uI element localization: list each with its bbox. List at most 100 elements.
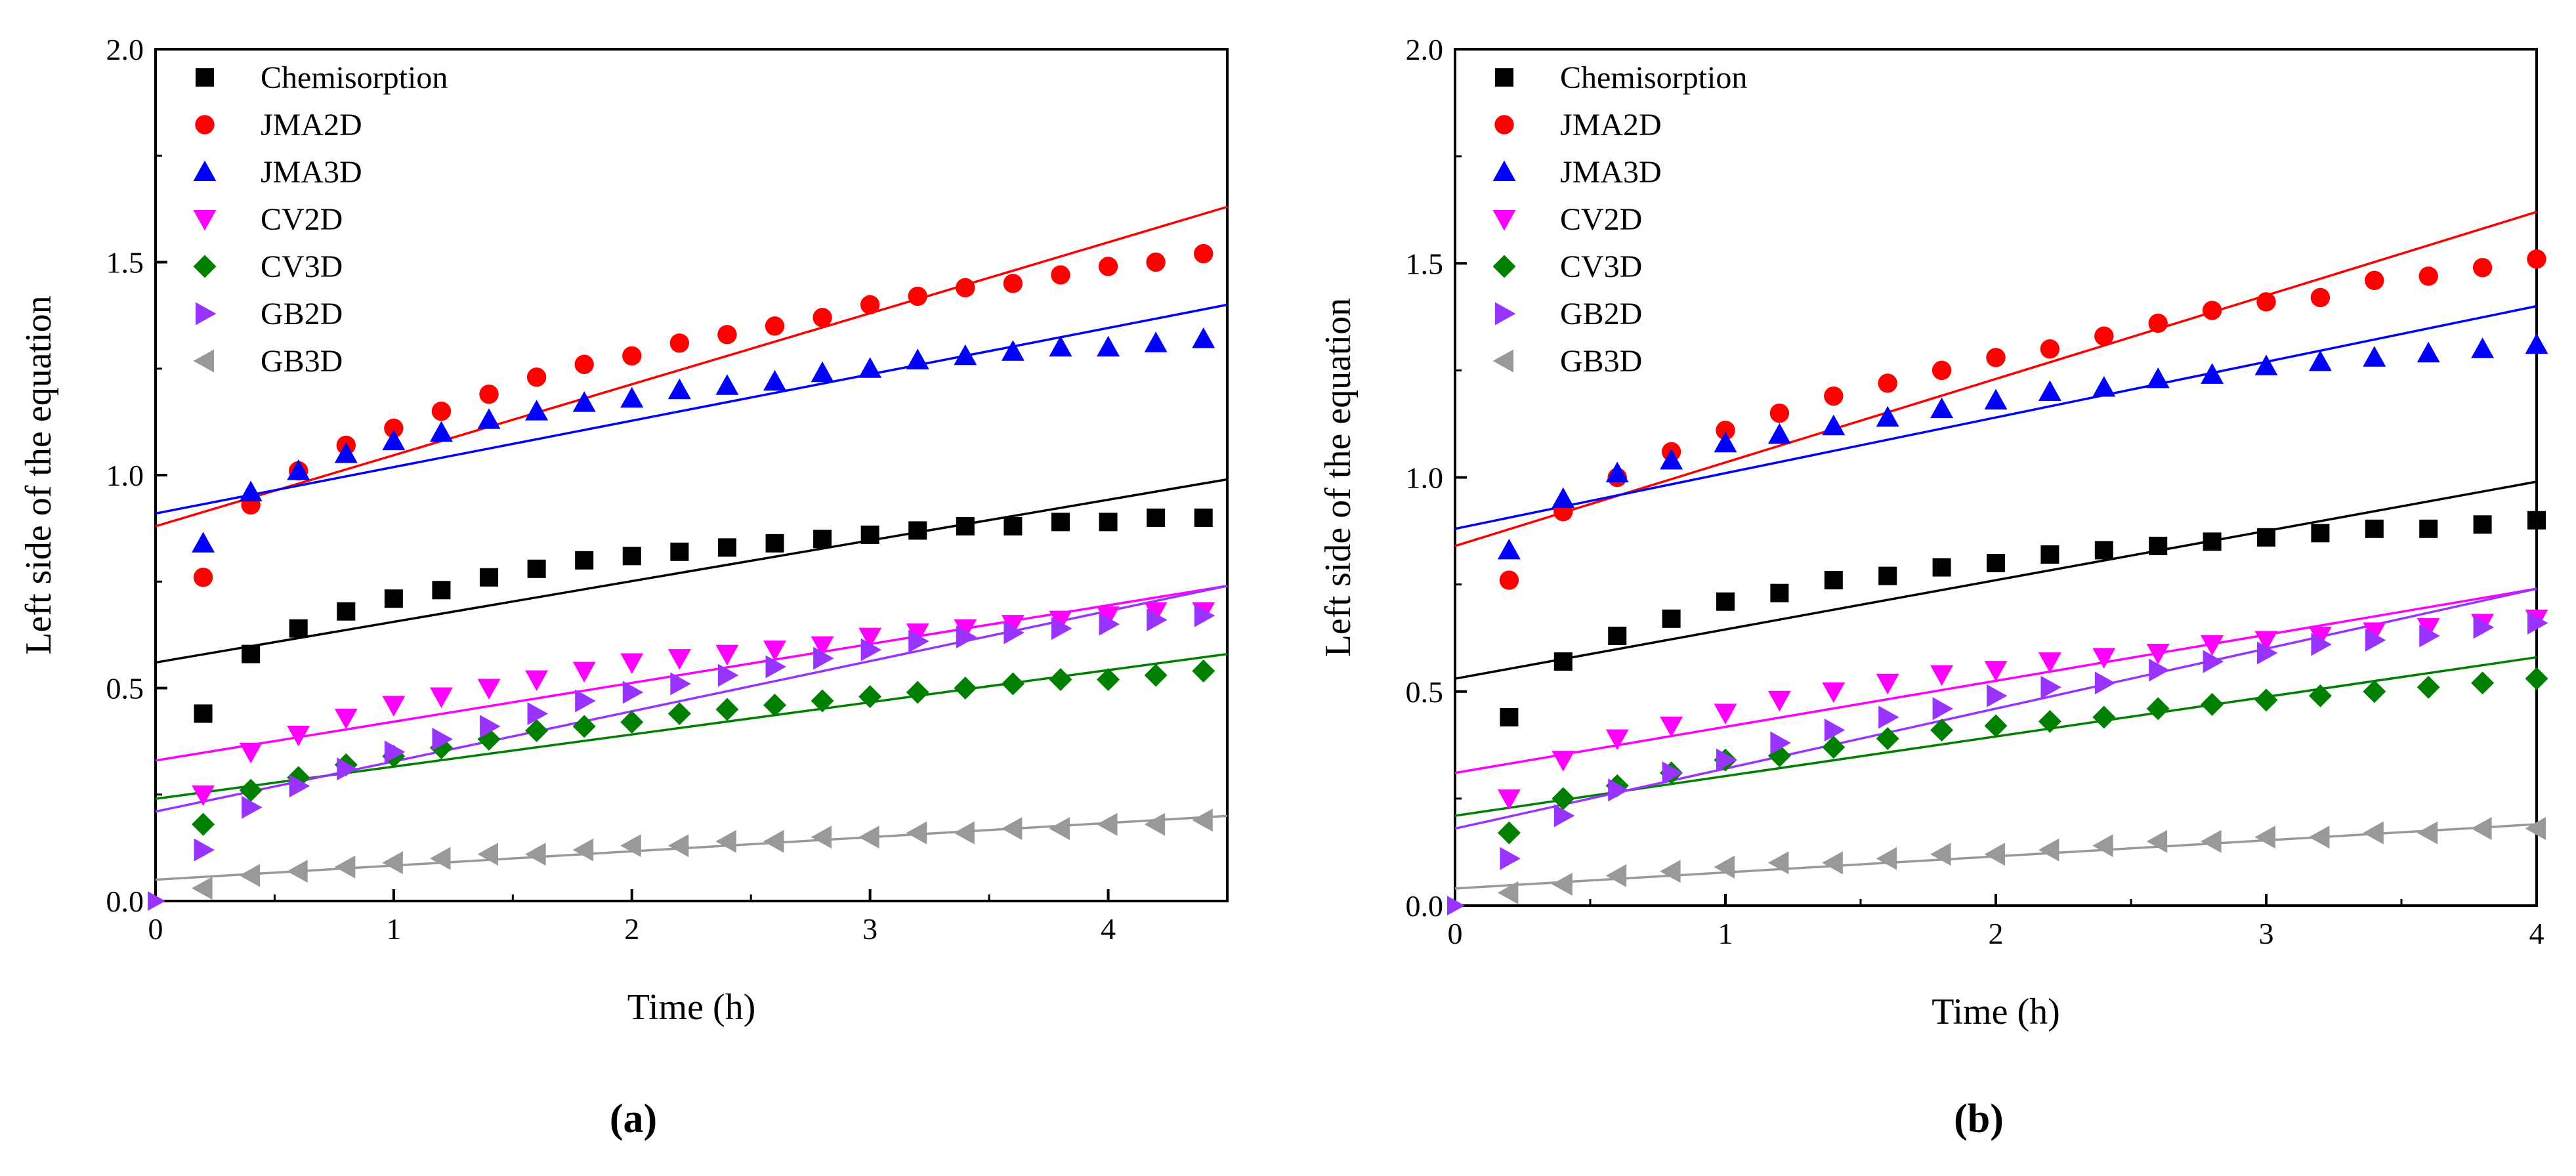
data-point-chemisorption [1824,571,1843,590]
legend-label-jma2d: JMA2D [261,108,362,142]
data-point-cv3d [2525,667,2548,690]
data-point-cv3d [2038,709,2061,733]
data-point-gb3d [620,834,641,858]
data-point-cv2d [2201,635,2224,656]
data-point-gb3d [2254,826,2275,849]
data-point-chemisorption [956,516,975,536]
data-point-jma3d [620,387,644,408]
data-point-chemisorption [622,547,641,566]
y-axis-title: Left side of the equation [1318,298,1359,657]
data-point-chemisorption [1608,626,1627,645]
data-point-jma3d [858,357,882,378]
data-point-gb3d [1876,847,1897,870]
data-point-cv2d [1144,602,1168,623]
data-point-cv3d [1930,718,1954,742]
legend-label-jma3d: JMA3D [1560,155,1662,190]
data-point-gb3d [572,838,594,862]
data-point-jma3d [1097,335,1120,357]
data-point-cv2d [525,670,549,692]
data-point-cv2d [1984,661,2008,682]
data-point-jma3d [2417,341,2440,363]
data-point-cv2d [2308,626,2332,648]
y-tick-label: 1.0 [1406,461,1444,495]
data-point-jma3d [1930,397,1954,419]
data-point-gb3d [1001,817,1023,841]
legend-label-cv2d: CV2D [1560,202,1642,237]
data-point-jma2d [1003,274,1023,293]
data-point-jma2d [574,354,594,374]
data-point-cv2d [334,708,358,730]
data-point-jma3d [667,378,691,400]
y-tick-label: 0.5 [106,672,144,705]
data-point-gb2d [1662,761,1683,785]
data-point-gb3d [1552,872,1573,896]
legend-marker-jma3d [1492,160,1516,181]
data-point-cv2d [858,627,882,649]
data-point-jma3d [2146,367,2170,388]
data-point-chemisorption [2040,545,2059,564]
y-tick-label: 0.5 [1406,675,1444,709]
data-point-jma2d [1716,421,1735,440]
data-point-jma3d [1767,423,1791,444]
data-point-cv2d [2092,648,2116,669]
data-point-jma2d [1194,243,1214,264]
data-point-jma2d [2094,326,2114,346]
data-point-cv2d [620,653,644,675]
legend-marker-gb2d [196,302,217,326]
data-point-gb3d [763,830,784,853]
data-point-jma2d [860,295,880,315]
data-point-gb2d [480,715,501,738]
data-point-chemisorption [575,551,594,570]
data-point-jma2d [813,308,832,327]
data-point-gb3d [954,821,975,845]
data-point-gb2d [1194,604,1215,627]
data-point-gb3d [2417,821,2438,845]
legend-label-gb3d: GB3D [261,344,343,379]
data-point-gb2d [1932,697,1954,721]
data-point-gb2d [2149,658,2170,682]
legend-marker-gb2d [1495,302,1516,326]
data-point-gb3d [2363,821,2384,845]
data-point-cv3d [1497,821,1521,845]
data-point-jma2d [1146,252,1166,272]
data-point-gb3d [2038,838,2059,862]
data-point-gb2d [242,795,263,819]
legend-marker-cv2d [1492,210,1516,231]
data-point-jma3d [715,374,739,395]
data-point-gb2d [1824,718,1846,742]
data-point-jma2d [2527,249,2546,269]
data-point-cv3d [2363,680,2386,704]
data-point-gb2d [908,629,929,653]
legend-marker-jma2d [195,115,215,135]
data-point-chemisorption [337,602,356,621]
data-point-chemisorption [1147,508,1166,527]
data-point-jma3d [906,348,929,369]
data-point-gb3d [1497,881,1519,904]
data-point-gb2d [717,663,739,687]
data-point-origin [148,891,165,911]
data-point-gb2d [1716,748,1737,772]
data-point-jma2d [765,316,785,336]
data-point-chemisorption [860,525,879,544]
data-point-jma2d [1098,257,1118,276]
y-tick-label: 1.0 [106,459,144,492]
data-point-gb2d [1878,705,1899,729]
legend-label-chemisorption: Chemisorption [1560,60,1747,95]
legend-label-cv2d: CV2D [261,202,343,237]
data-point-jma3d [477,408,501,429]
data-point-chemisorption [2257,528,2275,547]
data-point-chemisorption [194,704,213,723]
data-point-gb3d [667,834,689,858]
data-point-chemisorption [2094,541,2113,560]
data-point-cv2d [1660,716,1683,738]
data-point-chemisorption [1770,583,1789,602]
data-point-gb3d [1097,812,1118,836]
data-point-jma2d [622,346,642,366]
data-point-gb3d [2201,830,2222,853]
data-point-jma3d [954,344,977,366]
data-point-cv2d [2417,618,2440,639]
data-point-jma2d [1499,570,1519,590]
data-point-cv3d [858,684,882,708]
data-point-gb2d [1003,621,1024,644]
data-point-jma3d [1497,538,1521,560]
